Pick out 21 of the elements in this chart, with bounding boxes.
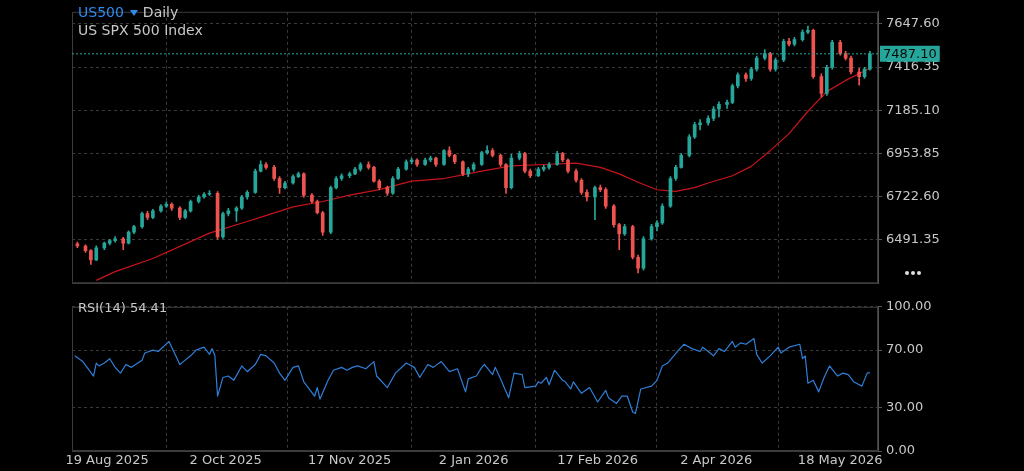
- y-tick-label: 0.00: [886, 442, 915, 458]
- y-tick-label: 70.00: [886, 341, 924, 357]
- x-tick-label: 2 Oct 2025: [189, 452, 262, 468]
- x-tick-label: 19 Aug 2025: [65, 452, 149, 468]
- x-tick-label: 2 Jan 2026: [438, 452, 509, 468]
- chart-title: US500: [78, 4, 124, 20]
- x-tick-label: 18 May 2026: [797, 452, 883, 468]
- y-tick-label: 100.00: [886, 298, 932, 314]
- y-tick-label: 30.00: [886, 399, 924, 415]
- x-tick-label: 2 Apr 2026: [680, 452, 753, 468]
- y-tick-label: 6722.60: [886, 188, 940, 204]
- x-tick-label: 17 Feb 2026: [557, 452, 639, 468]
- ref-line-label: 7487.10: [883, 46, 937, 62]
- y-tick-label: 7647.60: [886, 15, 940, 31]
- y-tick-label: 6953.85: [886, 144, 940, 160]
- annotation: Daily: [142, 4, 179, 20]
- text: US SPX 500 Index: [78, 21, 203, 39]
- y-tick-label: 7185.10: [886, 101, 940, 117]
- y-tick-label: 6491.35: [886, 231, 940, 247]
- chart-title: RSI(14) 54.41: [78, 300, 168, 315]
- x-tick-label: 17 Nov 2025: [308, 452, 392, 468]
